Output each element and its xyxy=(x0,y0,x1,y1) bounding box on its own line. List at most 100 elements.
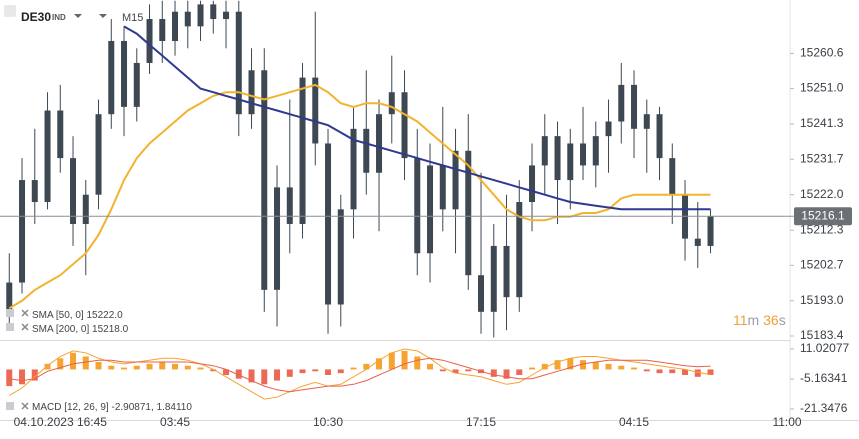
macd-bar xyxy=(414,356,421,370)
y-tick-label: 15193.0 xyxy=(800,293,844,307)
candle-body xyxy=(184,11,191,27)
current-price-box xyxy=(794,207,852,226)
y-tick-label: 15183.4 xyxy=(800,328,844,342)
macd-bar xyxy=(529,367,536,370)
macd-line xyxy=(9,357,711,393)
macd-bar xyxy=(274,369,281,381)
candle-body xyxy=(197,4,204,27)
macd-bar xyxy=(388,352,395,370)
sma-line xyxy=(123,25,711,211)
symbol[interactable]: DE30 xyxy=(21,10,51,24)
candle-body xyxy=(529,165,536,203)
macd-bar xyxy=(299,369,306,374)
timeframe[interactable]: M15 xyxy=(122,12,143,24)
macd-bar xyxy=(401,350,408,370)
candle-body xyxy=(121,40,128,107)
y-tick-label: 15202.7 xyxy=(800,258,844,272)
candle-body xyxy=(172,11,179,41)
x-tick-label: 17:15 xyxy=(466,415,496,429)
symbol-tag: IND xyxy=(52,13,66,22)
timeframe-dropdown[interactable] xyxy=(99,14,107,18)
candle-body xyxy=(414,158,421,254)
candle-body xyxy=(70,158,77,224)
symbol-icon[interactable] xyxy=(4,5,16,17)
x-tick-label: 04:15 xyxy=(619,415,649,429)
macd-bar xyxy=(580,360,587,370)
legend-close[interactable] xyxy=(21,309,29,317)
y-tick-label: -5.16341 xyxy=(800,371,848,385)
macd-bar xyxy=(121,367,128,370)
countdown-minutes: 11 xyxy=(733,312,748,328)
legend-label: MACD [12, 26, 9] -2.90871, 1.84110 xyxy=(32,402,192,413)
candle-body xyxy=(592,136,599,166)
candle-body xyxy=(312,77,319,144)
macd-legend: MACD [12, 26, 9] -2.90871, 1.84110 xyxy=(6,402,192,413)
y-tick-label: 15212.3 xyxy=(800,222,844,236)
macd-bar xyxy=(465,369,472,372)
macd-bar xyxy=(95,362,102,370)
candle-body xyxy=(567,143,574,181)
macd-bar xyxy=(707,369,714,375)
macd-bar xyxy=(363,363,370,370)
candle-body xyxy=(82,194,89,224)
candle-body xyxy=(490,245,497,312)
macd-bar xyxy=(592,362,599,370)
candle-body xyxy=(31,180,38,203)
macd-bar xyxy=(312,369,319,372)
y-tick-label: -21.3476 xyxy=(800,401,848,415)
symbol-dropdown[interactable] xyxy=(74,14,82,18)
countdown-unit: s xyxy=(779,312,786,328)
legend-value: 15218.0 xyxy=(92,324,129,335)
candle-body xyxy=(605,121,612,137)
x-tick-label: 03:45 xyxy=(160,415,190,429)
macd-bar xyxy=(669,369,676,374)
candle-body xyxy=(286,187,293,224)
candle-body xyxy=(146,19,153,63)
x-tick-label: 04.10.2023 16:45 xyxy=(14,415,108,429)
candle-body xyxy=(235,11,242,115)
macd-bar xyxy=(197,367,204,370)
candle-body xyxy=(19,180,26,283)
candle-body xyxy=(439,165,446,210)
legend-close[interactable] xyxy=(21,402,29,410)
candle-body xyxy=(299,77,306,224)
candle-body xyxy=(707,216,714,246)
macd-line xyxy=(9,348,711,400)
macd-bar xyxy=(567,358,574,370)
legend-icon[interactable] xyxy=(6,323,14,331)
macd-bar xyxy=(44,363,51,370)
candle-body xyxy=(159,19,166,41)
legend-icon[interactable] xyxy=(6,309,14,317)
macd-bar xyxy=(350,367,357,370)
candle-body xyxy=(465,150,472,276)
candle-body xyxy=(401,92,408,159)
candle-body xyxy=(503,245,510,298)
macd-bar xyxy=(108,365,115,370)
y-tick-label: 15241.3 xyxy=(800,116,844,130)
candle-body xyxy=(337,209,344,305)
candle-body xyxy=(631,84,638,129)
legend-close[interactable] xyxy=(21,323,29,331)
candle-body xyxy=(669,158,676,195)
y-tick-label: 15260.6 xyxy=(800,46,844,60)
macd-bar xyxy=(19,369,26,385)
macd-bar xyxy=(516,369,523,375)
legend-icon[interactable] xyxy=(6,402,14,410)
macd-bar xyxy=(694,369,701,377)
macd-bar xyxy=(682,369,689,375)
macd-bar xyxy=(554,360,561,370)
macd-bar xyxy=(133,365,140,370)
macd-bar xyxy=(325,369,332,375)
legend-label: SMA [200, 0] 15218.0 xyxy=(32,324,129,335)
legend-name: SMA [50, 0] xyxy=(32,310,84,321)
candle-body xyxy=(133,62,140,107)
candle-body xyxy=(274,187,281,290)
macd-bar xyxy=(82,356,89,370)
candle-body xyxy=(643,114,650,129)
candle-body xyxy=(388,92,395,115)
macd-bar xyxy=(184,365,191,370)
macd-bar xyxy=(235,369,242,379)
macd-bar xyxy=(631,367,638,370)
macd-bar xyxy=(439,369,446,372)
